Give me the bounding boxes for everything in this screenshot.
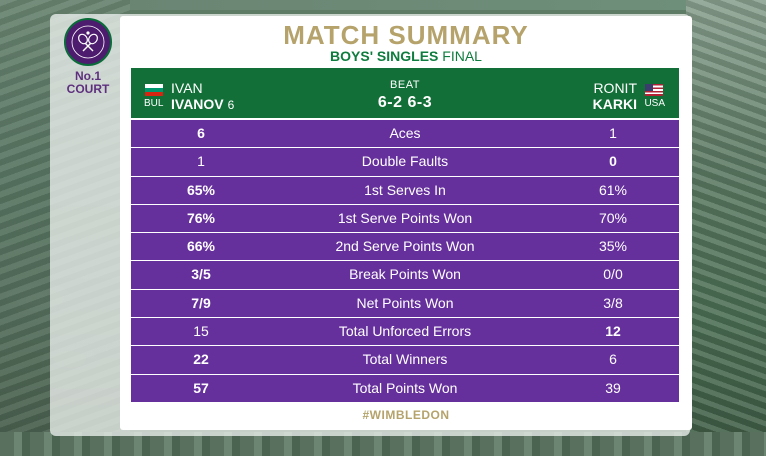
result-label: BEAT [390,79,420,91]
stat-loser-value: 70% [598,209,628,226]
court-name: No.1 COURT [58,70,118,96]
stat-label: Break Points Won [349,266,461,283]
bulgaria-flag-icon [145,84,163,96]
stat-row: 6 Aces 1 [131,120,679,148]
page-title: MATCH SUMMARY [283,20,529,50]
stat-label: 2nd Serve Points Won [335,238,475,255]
stat-winner-value: 6 [197,125,205,141]
stat-winner-value: 57 [193,379,209,396]
stat-row: 57 Total Points Won 39 [131,374,679,402]
stat-winner-value: 1 [197,153,205,170]
court-label: COURT [66,82,110,96]
stat-loser-value: 6 [609,351,617,368]
stat-loser-value: 0 [609,153,617,170]
stat-row: 66% 2nd Serve Points Won 35% [131,233,679,261]
stat-loser-value: 3/8 [603,294,623,311]
stat-loser-value: 39 [605,379,621,396]
stat-label: 1st Serve Points Won [337,209,473,226]
loser-last-name: KARKI [592,96,637,112]
stat-label: Total Winners [362,351,448,368]
loser-country: USA [644,98,665,109]
stat-winner-value: 65% [186,181,216,198]
usa-flag-icon [645,84,663,96]
stat-label: 1st Serves In [364,181,446,198]
crowd-bottom [0,432,766,456]
crowd-right [686,0,766,456]
crowd-top [130,0,686,10]
stat-winner-value: 3/5 [191,266,211,283]
crossed-rackets-icon [71,25,105,59]
winner-last-name: IVANOV 6 [171,96,235,112]
stat-label: Total Unforced Errors [338,323,472,340]
stat-row: 76% 1st Serve Points Won 70% [131,204,679,233]
stat-loser-value: 0/0 [603,266,623,283]
stat-label: Double Faults [361,153,449,170]
stats-table: 6 Aces 1 1 Double Faults 0 65% 1st Serves In 61%… [131,120,679,403]
stat-row: 22 Total Winners 6 [131,346,679,374]
loser-first-name: RONIT [593,80,637,96]
stat-row: 15 Total Unforced Errors 12 [131,318,679,346]
stat-loser-value: 35% [598,238,628,255]
stat-winner-value: 15 [193,323,209,340]
stat-winner-value: 22 [193,351,209,368]
stat-loser-value: 61% [598,181,628,198]
stat-winner-value: 66% [186,238,216,255]
stat-label: Net Points Won [356,294,454,311]
stat-winner-value: 7/9 [191,294,211,311]
event-subtitle: BOYS' SINGLES FINAL [120,48,692,64]
stat-row: 3/5 Break Points Won 0/0 [131,261,679,289]
stat-loser-value: 12 [605,323,621,340]
stat-winner-value: 76% [186,209,216,226]
wimbledon-logo [64,18,112,66]
stat-row: 7/9 Net Points Won 3/8 [131,289,679,318]
hashtag: #WIMBLEDON [362,408,450,422]
event-round: FINAL [442,48,482,64]
stat-row: 65% 1st Serves In 61% [131,176,679,204]
event-name: BOYS' SINGLES [330,48,439,64]
winner-country: BUL [144,98,164,109]
court-number: No.1 [74,69,101,83]
winner-first-name: IVAN [171,80,203,96]
stat-loser-value: 1 [609,125,617,141]
stat-row: 1 Double Faults 0 [131,148,679,176]
match-score: 6-2 6-3 [377,94,433,111]
stat-label: Aces [389,125,421,141]
match-header: BUL IVAN IVANOV 6 BEAT 6-2 6-3 RONIT KARK… [131,68,679,118]
stat-label: Total Points Won [352,379,458,396]
winner-seed: 6 [227,98,235,112]
